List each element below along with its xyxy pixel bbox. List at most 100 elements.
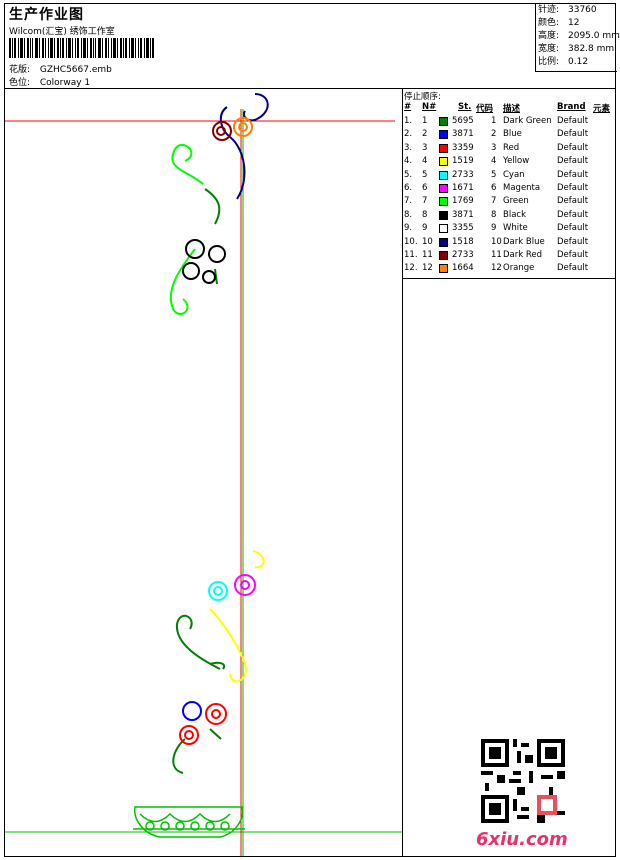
upper-motif [169,93,269,315]
cell-code: 10 [491,236,502,247]
design-name-row: 花版: GZHC5667.emb [9,62,112,75]
cell-desc: Magenta [503,183,541,193]
col-header-code: 代码 [476,104,494,114]
cell-brand: Default [557,183,589,193]
cell-code: 2 [491,129,497,140]
page-frame [4,3,616,857]
cell-code: 7 [491,196,497,207]
color-swatch [439,210,448,220]
cell-st: 1769 [452,196,474,207]
colorway-label: 色位: [9,78,31,88]
cell-desc: Cyan [503,169,525,180]
cell-code: 5 [491,169,497,180]
cell-st: 3871 [452,209,474,220]
cell-num: 3. [404,142,413,153]
stat-value: 33760 [568,5,597,15]
cell-code: 1 [491,116,497,126]
cell-num: 7. [404,196,413,207]
cell-num: 11. [404,250,418,260]
cell-code: 8 [491,209,497,220]
stat-label: 宽度: [538,44,560,54]
stat-label: 高度: [538,31,560,41]
cell-num: 4. [404,156,413,167]
cell-n: 11 [422,250,433,260]
cell-brand: Default [557,236,589,247]
header: 生产作业图 Wilcom(汇宝) 绣饰工作室 花版: GZHC5667.emb … [5,4,535,88]
cell-brand: Default [557,263,589,274]
cell-desc: Dark Red [503,250,543,260]
cell-num: 12. [404,263,418,274]
stats-box: 针迹: 33760 颜色: 12 高度: 2095.0 mm 宽度: 382.8… [535,4,620,72]
cell-st: 3871 [452,129,474,140]
cell-n: 8 [422,209,428,220]
color-swatch [439,197,448,207]
col-header-description: 描述 [503,104,521,114]
cell-code: 12 [491,263,502,274]
cell-desc: Black [503,209,526,220]
stat-width: 宽度: 382.8 mm [538,43,614,56]
cell-brand: Default [557,116,589,126]
cell-num: 5. [404,169,413,180]
cell-st: 1518 [452,236,474,247]
design-preview [5,93,402,856]
cell-n: 9 [422,223,428,234]
cell-num: 10. [404,236,418,247]
header-divider [5,88,615,89]
cell-code: 6 [491,183,497,193]
cell-num: 9. [404,223,413,234]
cell-n: 3 [422,142,428,153]
color-swatch [439,117,448,126]
cell-n: 1 [422,116,428,126]
cell-st: 1671 [452,183,474,193]
table-row: 7. 7 1769 7 Green Default [403,195,615,208]
cell-code: 3 [491,142,497,153]
stat-value: 382.8 mm [568,44,615,54]
table-row: 12. 12 1664 12 Orange Default [403,262,615,275]
stat-label: 针迹: [538,5,560,15]
table-row: 11. 11 2733 11 Dark Red Default [403,249,615,262]
cell-n: 2 [422,129,428,140]
cell-desc: White [503,223,528,234]
cell-st: 5695 [452,116,474,126]
cell-desc: Yellow [503,156,530,167]
design-value: GZHC5667.emb [39,65,112,75]
cell-n: 12 [422,263,433,274]
cell-n: 5 [422,169,428,180]
table-row: 2. 2 3871 2 Blue Default [403,128,615,141]
cell-st: 2733 [452,169,474,180]
cell-st: 3359 [452,142,474,153]
cell-code: 11 [491,250,502,260]
color-swatch [439,264,448,274]
cell-brand: Default [557,129,589,140]
cell-num: 2. [404,129,413,140]
stop-sequence-title: 停止顺序: [404,92,441,102]
cell-st: 1519 [452,156,474,167]
color-swatch [439,184,448,193]
stat-scale: 比例: 0.12 [538,56,588,69]
stat-value: 2095.0 mm [568,31,620,41]
col-header-element: 元素 [593,104,611,114]
cell-code: 9 [491,223,497,234]
color-swatch [439,224,448,234]
color-swatch [439,170,448,180]
stat-label: 比例: [538,57,560,67]
stat-label: 颜色: [538,18,560,28]
cell-st: 2733 [452,250,474,260]
stat-height: 高度: 2095.0 mm [538,30,620,43]
color-swatch [439,143,448,153]
color-swatch [439,130,448,140]
table-row: 3. 3 3359 3 Red Default [403,142,615,155]
design-label: 花版: [9,65,31,75]
lower-motif [172,550,265,774]
cell-n: 7 [422,196,428,207]
cell-brand: Default [557,209,589,220]
cell-brand: Default [557,250,589,260]
cell-num: 6. [404,183,413,193]
subtitle: Wilcom(汇宝) 绣饰工作室 [9,27,115,37]
color-swatch [439,251,448,260]
panel-bottom-border [403,278,615,279]
cell-desc: Red [503,142,520,153]
cell-brand: Default [557,156,589,167]
cell-brand: Default [557,223,589,234]
table-row: 4. 4 1519 4 Yellow Default [403,155,615,168]
